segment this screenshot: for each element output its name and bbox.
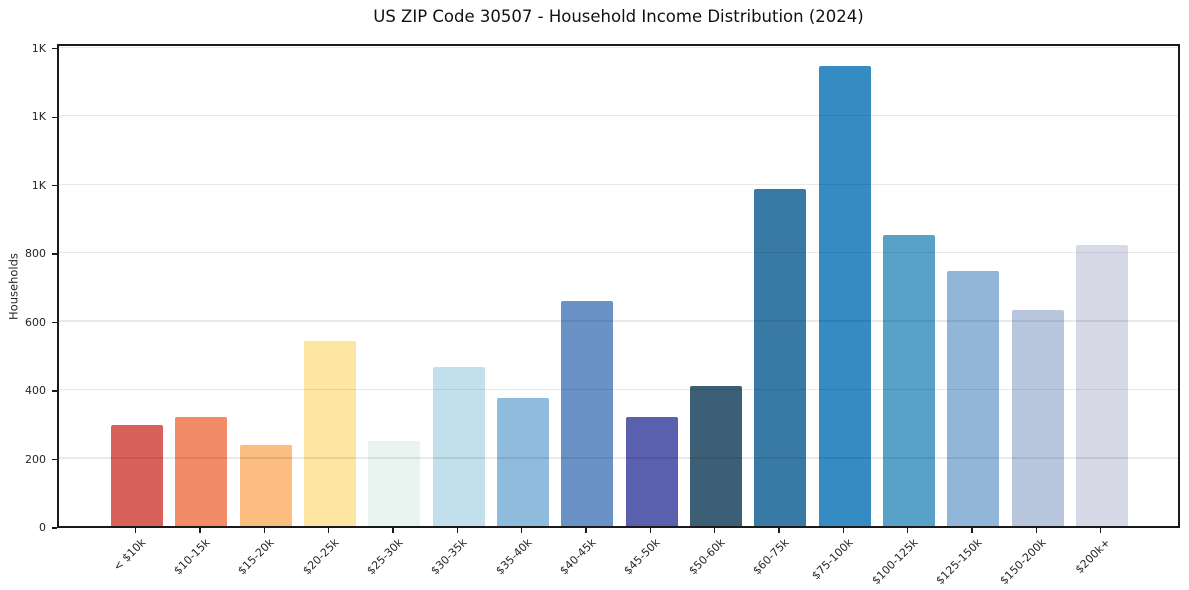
x-tick-label-text: < $10k [110,536,149,574]
x-tick [263,528,266,533]
x-tick [971,528,973,533]
x-tick-label-text: $40-45k [557,536,599,578]
x-tick-label-text: $100-125k [868,536,921,588]
x-tick-label-text: $30-35k [428,536,470,578]
bar-$50-60k [689,385,742,526]
x-tick-label-text: $20-25k [299,536,342,578]
bar-$200k+ [1075,245,1128,526]
bar-$125-150k [947,270,1000,526]
y-tick [52,48,57,50]
gridline [59,46,1178,48]
x-tick-label-text: $60-75k [750,536,792,578]
x-tick [520,528,523,533]
y-tick-label: 1K [31,110,46,124]
x-tick [135,528,137,533]
y-tick-label: 1K [31,178,46,192]
y-tick-label: 0 [39,521,46,534]
x-tick-label-text: $25-30k [364,536,406,578]
gridline [59,457,1178,459]
x-tick-label-text: $50-60k [685,536,728,578]
x-tick-label-text: $10-15k [171,536,213,578]
y-tick [52,321,57,324]
bar-$45-50k [625,417,678,526]
x-tick-label-text: $125-150k [933,536,985,588]
y-tick [52,390,57,392]
x-tick [713,528,716,533]
y-tick-label: 200 [25,452,46,466]
x-tick [327,528,330,533]
x-tick-label-text: $45-50k [621,536,663,578]
gridline [59,251,1178,254]
x-tick [456,528,459,533]
bar-$75-100k [818,65,871,526]
y-tick-label: 1K [31,41,46,55]
y-tick-label: 600 [25,315,46,329]
y-tick [52,527,57,529]
bar-$30-35k [432,366,485,526]
x-tick [842,528,845,533]
x-tick-label-text: $15-20k [235,536,277,578]
y-tick [52,185,57,187]
plot-area [57,44,1180,528]
gridline [59,183,1178,185]
x-tick [906,528,909,533]
bar-$10-15k [175,417,228,526]
bar-$15-20k [239,444,292,526]
bar-< $10k [111,425,163,526]
y-tick [52,458,57,461]
y-tick [52,253,57,255]
x-tick-label-text: $200k+ [1073,536,1114,577]
gridline [59,320,1178,322]
bar-$35-40k [496,398,549,526]
y-tick-label: 400 [25,384,46,398]
gridline [59,115,1178,117]
chart-title: US ZIP Code 30507 - Household Income Dis… [373,7,864,26]
x-tick [1099,528,1102,533]
x-tick [392,528,394,533]
x-tick [649,528,652,533]
x-tick [199,528,201,533]
bar-$25-30k [368,440,421,526]
bar-$20-25k [303,341,356,526]
y-tick-label: 800 [25,247,46,261]
gridline [59,388,1178,391]
x-tick [778,528,780,533]
bar-$60-75k [754,189,807,526]
y-axis-title: Households [6,253,21,320]
x-tick [1035,528,1037,533]
x-tick-label-text: $150-200k [997,536,1049,588]
x-tick-label-text: $75-100k [809,536,856,583]
bar-$40-45k [561,301,614,526]
bar-$100-125k [882,235,935,526]
x-tick-label-text: $35-40k [492,536,535,578]
y-tick [52,116,57,118]
bar-$150-200k [1011,310,1064,526]
x-tick [585,528,587,533]
